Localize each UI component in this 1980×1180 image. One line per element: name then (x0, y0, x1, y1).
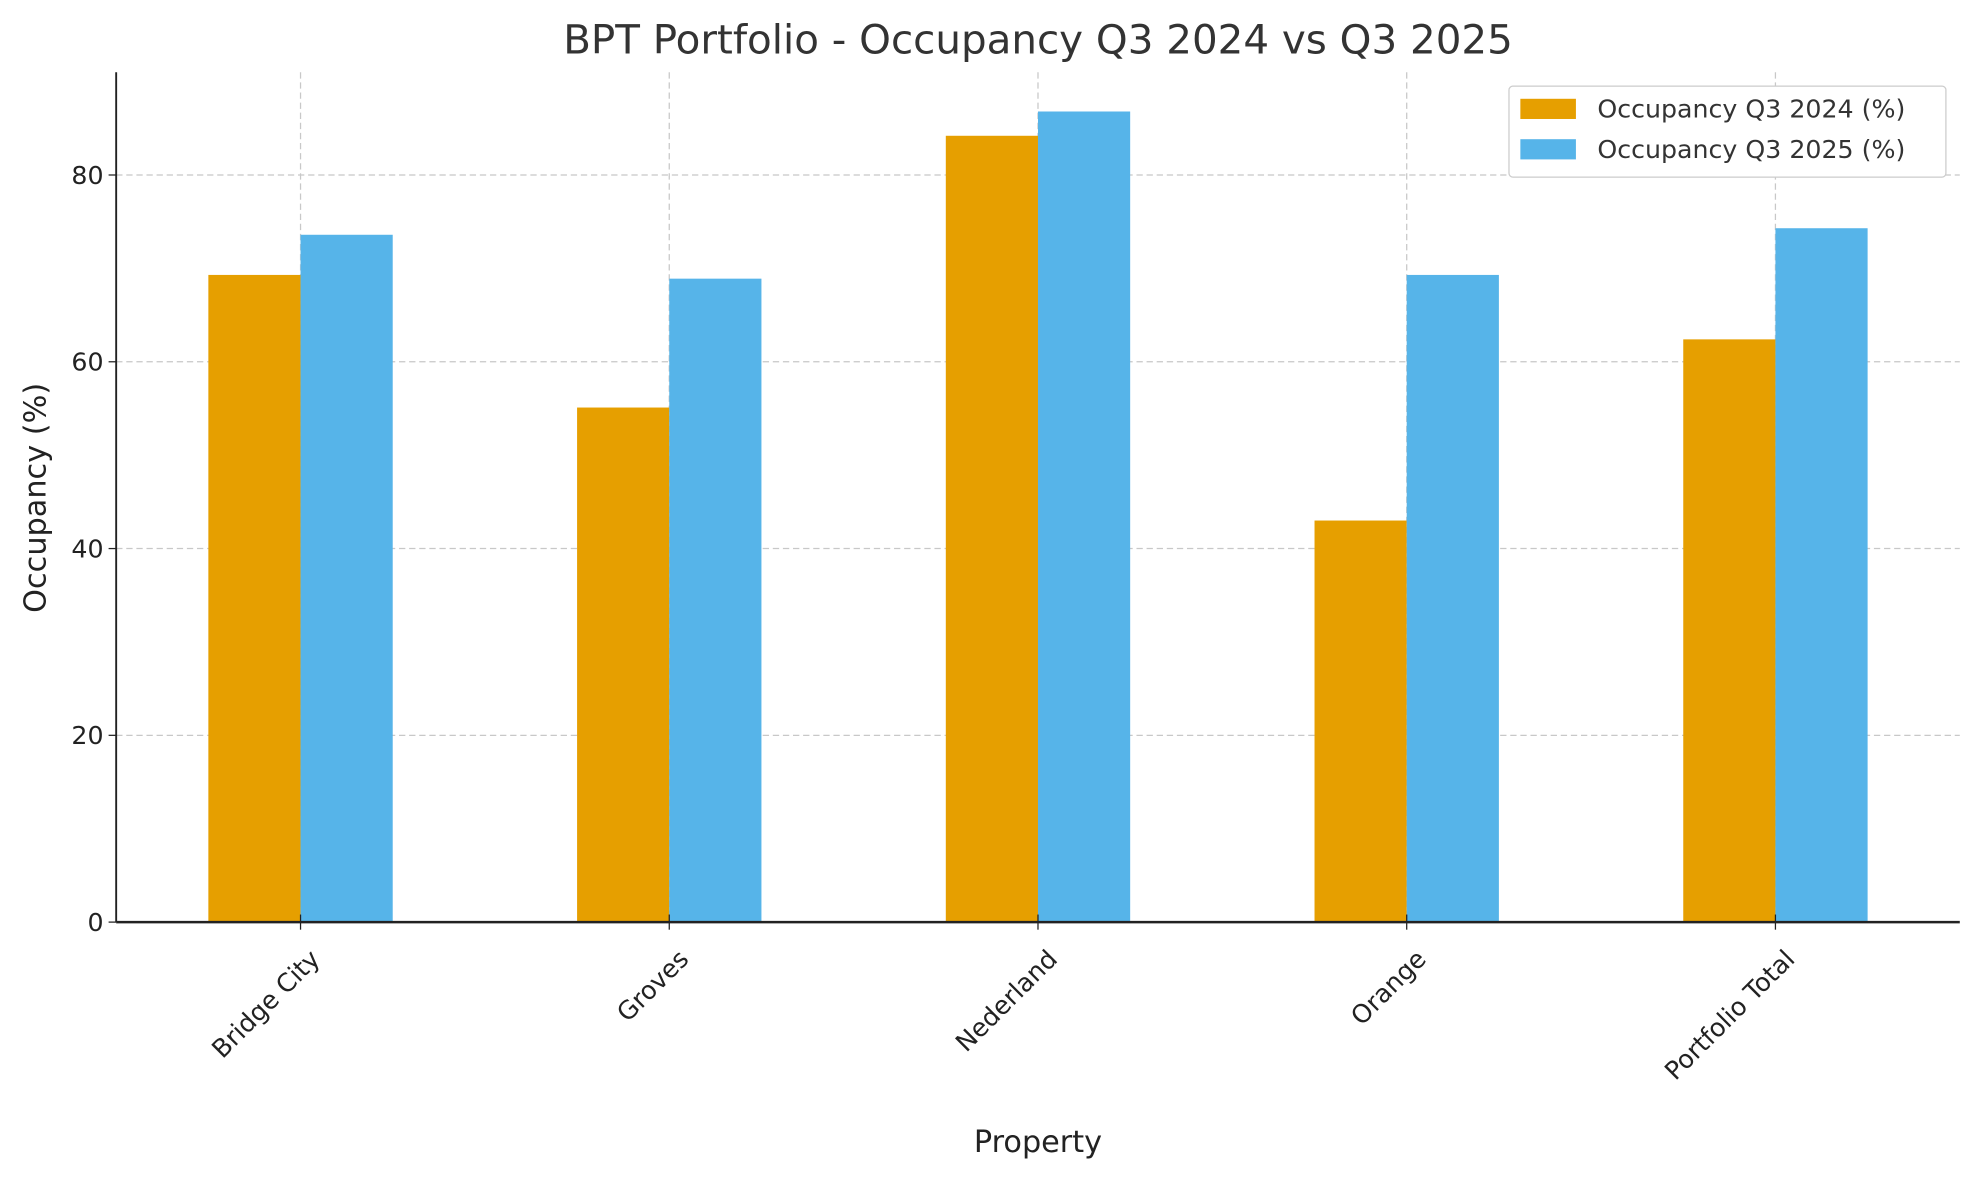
legend-label-2025: Occupancy Q3 2025 (%) (1597, 135, 1905, 164)
y-tick-label: 40 (71, 534, 103, 563)
x-tick-label: Nederland (950, 944, 1063, 1057)
bar-2024 (1683, 339, 1776, 923)
legend: Occupancy Q3 2024 (%) Occupancy Q3 2025 … (1508, 85, 1947, 178)
bar-2024 (1314, 520, 1407, 923)
bar-2025 (1037, 111, 1131, 923)
y-tick-label: 60 (71, 348, 103, 377)
bar-2025 (1406, 274, 1499, 923)
bar-2024 (945, 135, 1038, 923)
y-tick-label: 80 (71, 161, 103, 190)
x-tick-label: Groves (611, 944, 694, 1027)
legend-swatch-2025 (1520, 139, 1576, 160)
bar-2024 (577, 407, 670, 923)
y-axis-label: Occupancy (%) (18, 383, 53, 613)
bar-2024 (208, 274, 301, 923)
x-tick-label: Portfolio Total (1659, 944, 1800, 1085)
x-axis-label: Property (974, 1125, 1102, 1160)
legend-swatch-2024 (1520, 98, 1576, 119)
x-tick-label: Orange (1345, 944, 1431, 1030)
chart-title: BPT Portfolio - Occupancy Q3 2024 vs Q3 … (563, 15, 1513, 63)
bar-2025 (1775, 228, 1868, 923)
y-tick-label: 20 (71, 721, 103, 750)
legend-label-2024: Occupancy Q3 2024 (%) (1597, 95, 1905, 124)
y-tick-label: 0 (87, 908, 103, 937)
bar-2025 (669, 278, 762, 923)
bar-2025 (300, 234, 393, 923)
x-tick-label: Bridge City (206, 944, 325, 1063)
